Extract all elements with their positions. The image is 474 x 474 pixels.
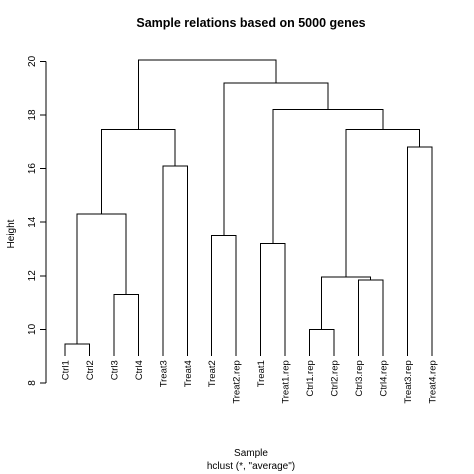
leaf-label: Treat1 [256,360,267,387]
dendrogram-link [321,276,372,330]
dendrogram-link [406,146,433,357]
y-tick-label: 10 [27,323,38,335]
leaf-label: Treat2 [207,360,218,387]
leaf-label: Ctrl3.rep [354,360,365,396]
dendrogram-tree [64,59,433,357]
dendrogram-link [162,165,188,357]
dendrogram-link [357,279,384,357]
x-axis-sublabel: hclust (*, "average") [207,461,295,472]
y-tick-label: 16 [27,163,38,175]
leaf-labels: Ctrl1 Ctrl2 Ctrl3 Ctrl4 Treat3 Treat4 Treat2 Tr… [61,360,439,403]
leaf-label: Treat4 [183,360,194,387]
leaf-label: Ctrl4.rep [378,360,389,396]
leaf-label: Ctrl4 [134,360,145,380]
dendrogram-link [309,328,335,357]
dendrogram-link [260,243,286,357]
dendrogram-link [223,82,329,236]
leaf-label: Treat3.rep [403,360,414,403]
y-tick-label: 14 [27,216,38,228]
y-tick-label: 18 [27,109,38,121]
y-tick-label: 12 [27,270,38,282]
dendrogram-link [64,343,90,357]
y-tick-label: 8 [27,380,38,386]
leaf-label: Treat3 [158,360,169,387]
dendrogram-link [76,213,127,345]
dendrogram-link [137,59,277,130]
leaf-label: Treat2.rep [232,360,243,403]
leaf-label: Ctrl1.rep [305,360,316,396]
x-axis-label: Sample [234,448,268,459]
leaf-label: Treat1.rep [281,360,292,403]
leaf-label: Ctrl3 [109,360,120,380]
leaf-label: Ctrl2.rep [329,360,340,396]
dendrogram-link [211,235,237,357]
y-tick-label: 20 [27,55,38,67]
chart-title: Sample relations based on 5000 genes [136,16,365,30]
leaf-label: Ctrl2 [85,360,96,380]
dendrogram-link [101,129,176,215]
dendrogram-link [113,294,139,357]
dendrogram-link [345,129,421,278]
leaf-label: Treat4.rep [427,360,438,403]
y-axis: 8 10 12 14 16 18 20 [27,55,47,386]
y-axis-label: Height [6,219,17,248]
leaf-label: Ctrl1 [61,360,72,380]
